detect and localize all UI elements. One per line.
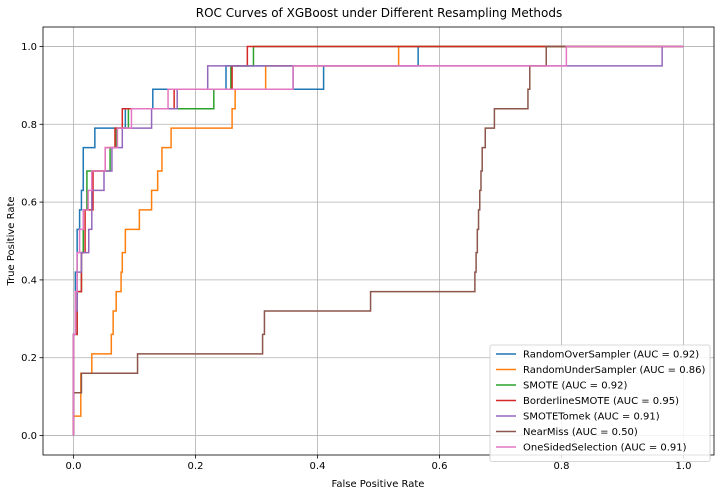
x-tick-label: 0.0 (66, 461, 82, 472)
legend-box (489, 344, 711, 462)
legend-label-0: RandomOverSampler (AUC = 0.92) (523, 350, 699, 361)
y-tick-label: 0.4 (21, 275, 37, 286)
x-axis-label: False Positive Rate (332, 479, 425, 490)
series-line-1 (72, 45, 684, 436)
legend-label-5: NearMiss (AUC = 0.50) (523, 427, 638, 438)
x-tick-label: 0.2 (188, 461, 204, 472)
plot-frame (42, 26, 715, 456)
x-tick-label: 0.8 (554, 461, 570, 472)
y-tick-label: 0.0 (21, 431, 37, 442)
chart-title: ROC Curves of XGBoost under Different Re… (196, 6, 562, 20)
legend: RandomOverSampler (AUC = 0.92) RandomUnde… (489, 344, 711, 462)
legend-label-3: BorderlineSMOTE (AUC = 0.95) (523, 396, 679, 407)
grid-layer (43, 27, 714, 455)
legend-label-6: OneSidedSelection (AUC = 0.91) (523, 443, 687, 454)
legend-label-2: SMOTE (AUC = 0.92) (523, 381, 627, 392)
series-line-6 (72, 45, 684, 436)
ticks-layer: 0.0 0.2 0.4 0.6 0.8 1.0 0.0 0.2 0.4 0.6 0.8 1.0 (21, 42, 691, 472)
y-tick-label: 1.0 (21, 42, 37, 53)
y-axis-label: True Positive Rate (6, 196, 17, 286)
lines-layer (72, 45, 684, 436)
x-tick-label: 0.6 (432, 461, 448, 472)
legend-label-1: RandomUnderSampler (AUC = 0.86) (523, 365, 706, 376)
y-tick-label: 0.2 (21, 353, 37, 364)
x-tick-label: 0.4 (310, 461, 326, 472)
series-line-5 (72, 45, 684, 436)
y-tick-label: 0.8 (21, 120, 37, 131)
x-tick-label: 1.0 (676, 461, 692, 472)
legend-label-4: SMOTETomek (AUC = 0.91) (523, 412, 660, 423)
y-tick-label: 0.6 (21, 198, 37, 209)
